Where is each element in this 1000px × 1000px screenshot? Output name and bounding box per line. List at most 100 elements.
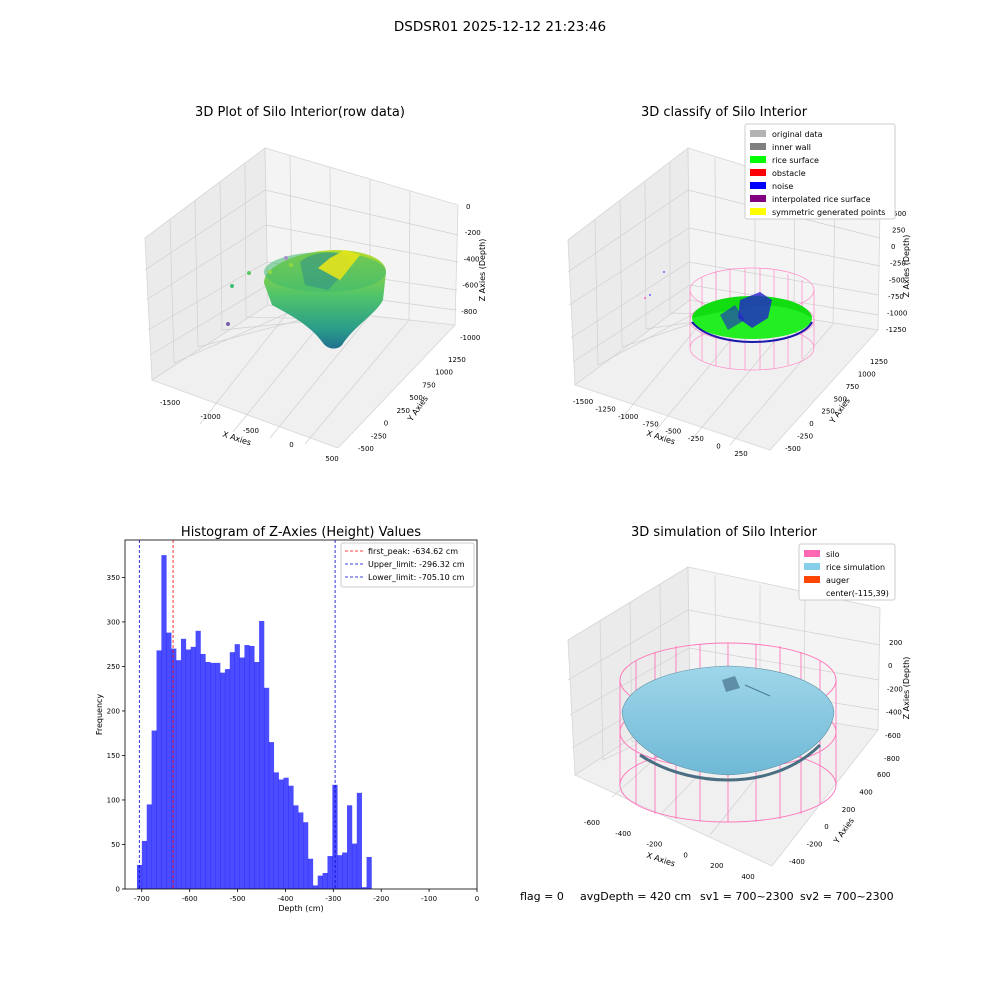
histogram-bar (229, 652, 235, 889)
classify3d-ytick: 250 (821, 408, 834, 416)
classify3d-legend (744, 123, 896, 220)
histogram-bar (268, 742, 275, 889)
histogram-bar (361, 887, 367, 889)
histogram-bar (317, 875, 323, 889)
classify3d-xtick: -250 (688, 435, 704, 443)
histogram-bar (298, 812, 304, 889)
classify3d-ztick: 500 (893, 210, 906, 218)
histogram-legend (340, 542, 475, 588)
classify3d-legend-swatch (750, 130, 766, 137)
classify3d-legend-swatch (750, 169, 766, 176)
panel-raw-3d (144, 147, 459, 449)
classify3d-ztick: 250 (892, 227, 905, 235)
status-sv2: sv2 = 700~2300 (800, 890, 894, 903)
classify3d-xtick: -750 (643, 420, 659, 428)
histogram-bar (293, 805, 299, 889)
histogram-bar (234, 644, 240, 889)
histogram-bar (190, 646, 196, 889)
classify3d-ztick: -1250 (886, 326, 906, 334)
histogram-bar (351, 843, 358, 889)
classify3d-legend-swatch (750, 156, 766, 163)
raw3d-xtick: -500 (243, 427, 259, 435)
histogram-bar (312, 885, 319, 889)
histogram-axes-frame (124, 539, 478, 890)
sim3d-xtick: 200 (710, 862, 723, 870)
sim3d-ztick: -200 (887, 685, 903, 693)
histogram-legend-label: Upper_limit: -296.32 cm (368, 560, 465, 569)
histogram-ytick-label: 250 (107, 663, 120, 671)
histogram-xtick-label: 0 (475, 895, 479, 903)
sim3d-ylabel: Y Axies (831, 816, 856, 846)
classify3d-title: 3D classify of Silo Interior (641, 105, 808, 120)
histogram-bar (151, 730, 157, 889)
figure-title: DSDSR01 2025-12-12 21:23:46 (394, 19, 606, 35)
raw3d-title: 3D Plot of Silo Interior(row data) (195, 105, 405, 120)
raw3d-ytick: 250 (397, 407, 410, 415)
classify3d-ztick: -500 (889, 276, 905, 284)
raw3d-xtick: 0 (289, 441, 293, 449)
classify3d-legend-swatch (750, 208, 766, 215)
raw3d-ytick: 750 (422, 381, 435, 389)
sim3d-ytick: -400 (789, 858, 805, 866)
histogram-xlabel: Depth (cm) (278, 904, 323, 913)
histogram-bar (141, 840, 148, 889)
sim3d-xtick: -200 (646, 841, 662, 849)
raw3d-ztick: -800 (461, 308, 477, 316)
sim3d-xtick: 0 (683, 851, 687, 859)
classify3d-xtick: 250 (734, 450, 747, 458)
histogram-xtick-label: -500 (230, 895, 246, 903)
classify3d-legend-label: symmetric generated points (772, 208, 885, 217)
histogram-bar (146, 804, 152, 889)
classify3d-ztick: -1000 (887, 309, 907, 317)
histogram-bar (288, 785, 294, 889)
raw3d-ytick: 500 (409, 394, 422, 402)
classify3d-legend-label: interpolated rice surface (772, 195, 870, 204)
histogram-bar (180, 638, 187, 889)
classify3d-legend-label: inner wall (772, 143, 811, 152)
histogram-title: Histogram of Z-Axies (Height) Values (181, 525, 421, 540)
classify3d-legend-label: rice surface (772, 156, 819, 165)
histogram-bar (322, 872, 328, 889)
histogram-bar (176, 660, 182, 889)
sim3d-xtick: -400 (615, 830, 631, 838)
histogram-bar (244, 645, 250, 889)
sim3d-ztick: -600 (885, 732, 901, 740)
sim3d-ytick: 200 (842, 806, 855, 814)
sim3d-legend-swatch (804, 550, 820, 557)
histogram-bar (278, 779, 284, 889)
sim3d-zlabel: Z Axies (Depth) (902, 657, 911, 720)
classify3d-xtick: -1250 (595, 405, 615, 413)
classify3d-legend-swatch (750, 195, 766, 202)
raw3d-zlabel: Z Axies (Depth) (478, 239, 487, 302)
histogram-ytick-label: 350 (107, 574, 120, 582)
histogram-bar (239, 657, 245, 889)
histogram-bar (327, 856, 333, 889)
status-flag: flag = 0 (520, 890, 564, 903)
histogram-ytick-label: 0 (116, 886, 120, 894)
classify3d-zlabel: Z Axies (Depth) (902, 235, 911, 298)
raw3d-ztick: -400 (464, 255, 480, 263)
classify3d-ytick: 1250 (870, 358, 888, 366)
histogram-bar (249, 645, 255, 889)
histogram-bar (366, 856, 372, 889)
classify3d-xtick: -500 (665, 428, 681, 436)
classify3d-ztick: -250 (890, 260, 906, 268)
histogram-bar (215, 662, 221, 889)
histogram-bar (356, 792, 362, 889)
sim3d-legend (798, 543, 896, 601)
classify3d-ytick: 0 (809, 420, 813, 428)
histogram-bar (283, 777, 289, 889)
histogram-ylabel: Frequency (95, 694, 104, 736)
histogram-bar (342, 852, 348, 889)
classify3d-legend-label: original data (772, 130, 823, 139)
raw3d-ztick: 0 (466, 203, 470, 211)
sim3d-legend-label: rice simulation (826, 563, 885, 572)
histogram-legend-label: Lower_limit: -705.10 cm (368, 573, 465, 582)
classify3d-ztick: 0 (891, 243, 895, 251)
raw-3d-bowl (226, 250, 386, 349)
sim3d-legend-label: silo (826, 550, 840, 559)
histogram-bar (224, 669, 231, 889)
histogram-bar (307, 858, 314, 889)
histogram-bar (156, 650, 162, 889)
